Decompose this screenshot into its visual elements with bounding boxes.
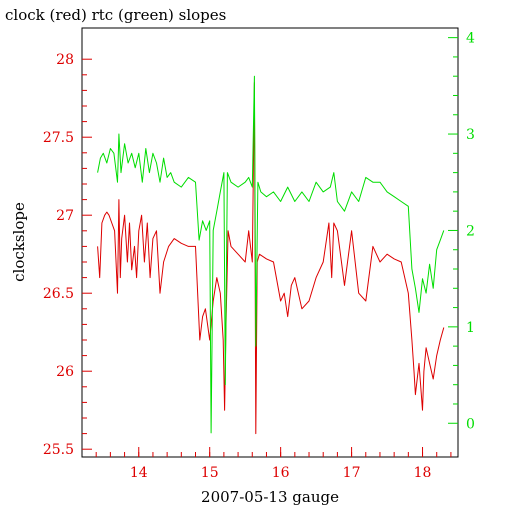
x-axis: 14 15 16 17 18: [95, 447, 452, 481]
plot-frame: [81, 27, 459, 458]
y-tick-label: 25.5: [43, 442, 74, 458]
y-tick-label: 28: [56, 52, 74, 68]
x-tick-label: 15: [201, 465, 219, 481]
x-tick-label: 16: [272, 465, 290, 481]
chart-title: clock (red) rtc (green) slopes: [5, 6, 226, 24]
y-tick-label: 27: [56, 208, 74, 224]
left-y-axis: 25.5 26 26.5 27 27.5 28: [43, 52, 92, 458]
series-layer: [97, 75, 445, 435]
right-y-axis: 0 1 2 3 4: [448, 31, 475, 432]
y-tick-label: 26.5: [43, 286, 74, 302]
y-tick-label: 26: [56, 364, 74, 380]
x-tick-label: 17: [343, 465, 361, 481]
y-axis-label: clockslope: [10, 202, 28, 282]
y2-tick-label: 0: [466, 416, 475, 432]
y2-tick-label: 4: [466, 31, 475, 47]
y2-tick-label: 1: [466, 320, 475, 336]
x-axis-label: 2007-05-13 gauge: [201, 488, 339, 506]
y-tick-label: 27.5: [43, 130, 74, 146]
rtc-series-line: [97, 75, 445, 434]
x-tick-label: 18: [414, 465, 432, 481]
x-tick-label: 14: [130, 465, 148, 481]
y2-tick-label: 3: [466, 127, 475, 143]
y2-tick-label: 2: [466, 223, 475, 239]
clock-series-line: [97, 82, 445, 435]
